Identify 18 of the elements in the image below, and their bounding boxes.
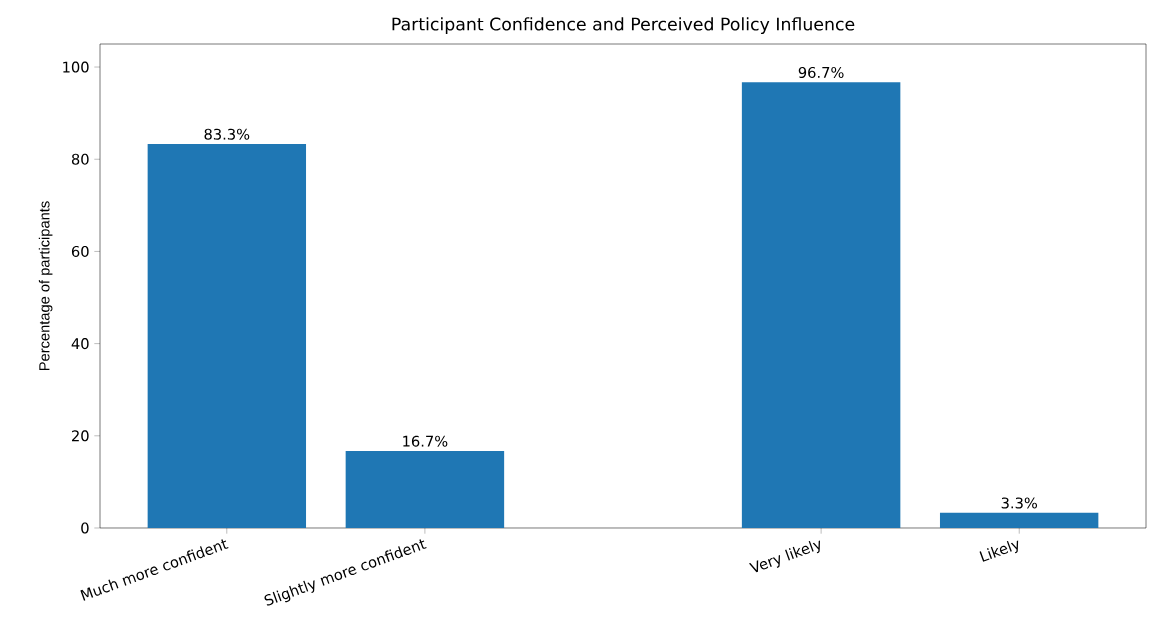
chart-title: Participant Confidence and Perceived Policy Influence — [392, 17, 855, 34]
bar — [939, 512, 1099, 528]
bar — [345, 451, 505, 528]
data-label: 3.3% — [1001, 497, 1038, 509]
y-tick-label: 20 — [72, 430, 89, 442]
data-label: 96.7% — [798, 66, 844, 78]
y-tick-label: 40 — [71, 338, 89, 350]
data-label: 83.3% — [204, 128, 250, 140]
x-tick-label: Likely — [979, 540, 1019, 562]
x-tick-label: Very likely — [748, 540, 821, 573]
bar — [147, 144, 307, 528]
y-tick-label: 80 — [71, 153, 89, 165]
y-tick-label: 60 — [71, 245, 89, 257]
bar — [741, 82, 901, 528]
data-label: 16.7% — [403, 435, 448, 447]
y-tick-label: 100 — [63, 61, 89, 73]
y-tick-label: 0 — [81, 522, 89, 534]
y-axis-title: Percentage of participants — [38, 201, 53, 370]
